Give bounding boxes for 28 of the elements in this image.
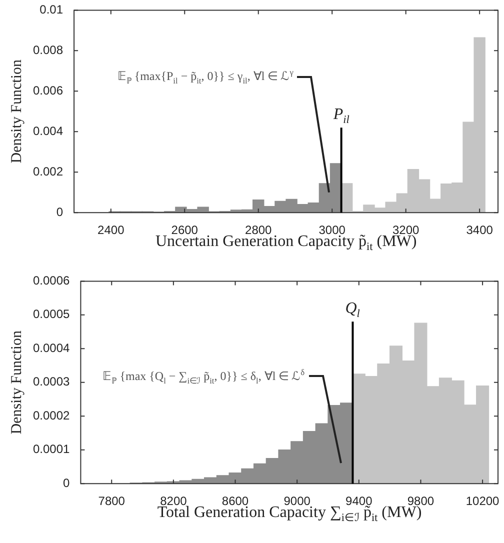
y-tick-label: 0.0002 (33, 408, 70, 422)
x-tick-label: 7800 (98, 494, 126, 508)
y-tick-label: 0.002 (33, 164, 64, 178)
x-tick-label: 2400 (98, 223, 125, 238)
text: 𝔼$_{ℙ}$ {max {Q$_{l}$ − ∑$_{i∈ℐ}$ p̃$_{it}$, 0}} ≤ δ$_{l}$, ∀l ∈ ℒ$^{δ}$ (102, 368, 305, 386)
x-tick-label: 2800 (245, 223, 272, 238)
y-tick-label: 0.0006 (33, 274, 70, 288)
y-tick-label: 0.008 (33, 42, 64, 57)
x-tick-label: 3400 (466, 223, 494, 238)
y-tick-label: 0.0003 (33, 374, 70, 389)
x-tick-label: 9000 (284, 494, 311, 508)
x-tick-label: 2600 (171, 223, 198, 238)
ref-line-label: Q$_{l}$ (345, 300, 360, 320)
y-tick-label: 0.0004 (33, 340, 70, 355)
ref-line-label: P$_{il}$ (333, 106, 350, 126)
x-tick-label: 10200 (466, 494, 500, 508)
y-tick-label: 0.0001 (33, 442, 70, 456)
y-tick-label: 0 (63, 476, 70, 490)
y-axis-title: Density Function (8, 330, 25, 434)
y-tick-label: 0.0005 (33, 307, 70, 322)
y-axis-title: Density Function (8, 59, 25, 164)
x-tick-label: 8600 (222, 494, 249, 508)
y-tick-label: 0.006 (33, 83, 64, 98)
x-tick-label: 3000 (318, 223, 346, 238)
y-tick-label: 0 (56, 204, 64, 219)
text: 𝔼$_{ℙ}$ {max{P$_{il}$ − p̃$_{it}$, 0}} ≤ γ$_{il}$, ∀l ∈ ℒ$^{γ}$ (117, 68, 294, 86)
y-tick-label: 0.004 (33, 124, 64, 138)
y-tick-label: 0.01 (40, 2, 64, 17)
